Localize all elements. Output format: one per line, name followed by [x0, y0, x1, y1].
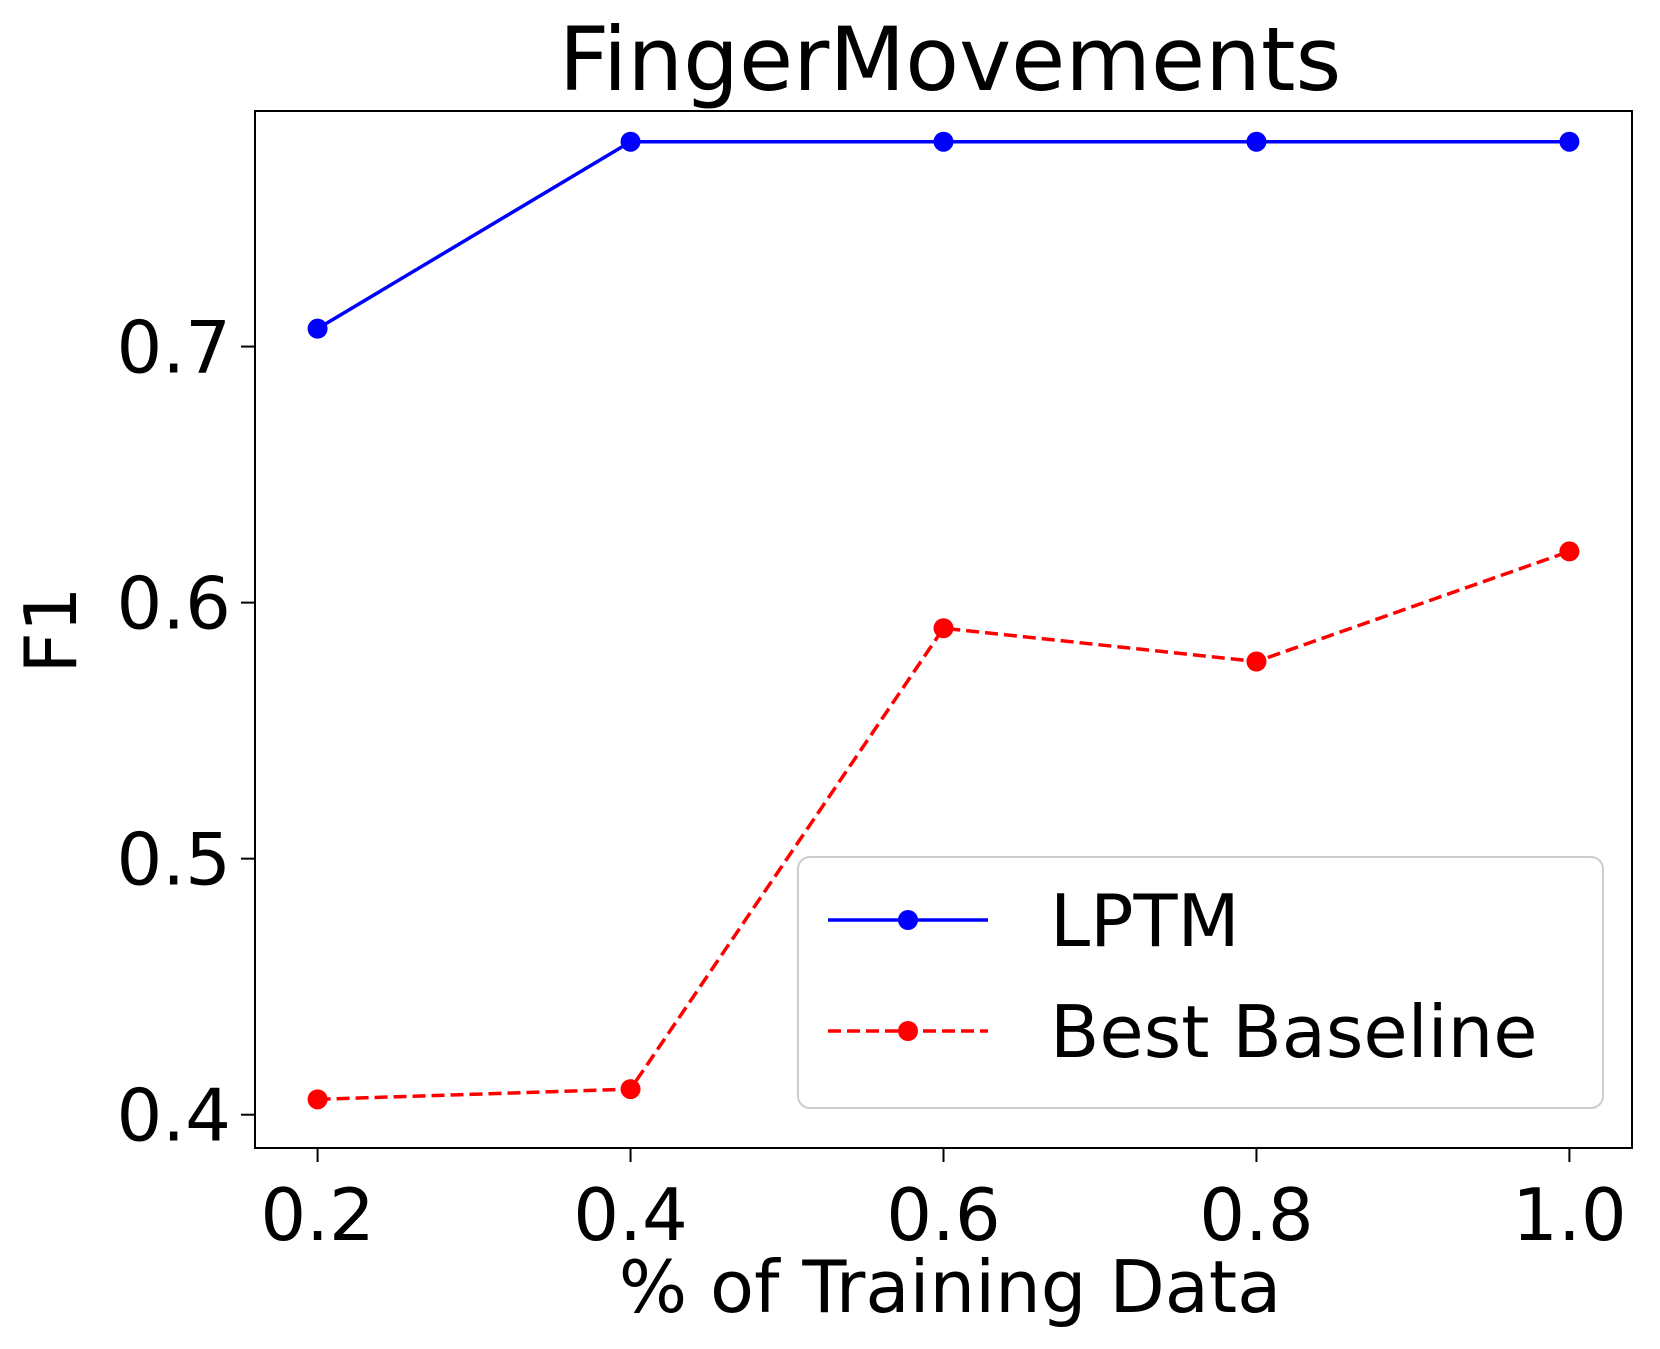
y-axis-label: F1 — [9, 586, 93, 673]
data-point — [1246, 131, 1267, 152]
series-0 — [307, 131, 1580, 339]
x-tick-label: 0.6 — [886, 1173, 1001, 1257]
x-tick-label: 1.0 — [1512, 1173, 1627, 1257]
data-point — [1559, 541, 1580, 562]
series-layer — [307, 131, 1580, 1110]
legend-label: Best Baseline — [1050, 990, 1538, 1074]
x-tick-label: 0.2 — [260, 1173, 375, 1257]
data-point — [620, 1079, 641, 1100]
data-point — [620, 131, 641, 152]
y-tick-label: 0.6 — [116, 562, 231, 646]
series-1 — [307, 541, 1580, 1110]
data-point — [933, 618, 954, 639]
data-point — [307, 1089, 328, 1110]
y-tick-label: 0.4 — [116, 1074, 231, 1158]
data-point — [1246, 651, 1267, 672]
y-axis-ticks: 0.4 0.5 0.6 0.7 — [116, 306, 255, 1158]
legend-box — [797, 856, 1604, 1109]
data-point — [307, 318, 328, 339]
x-tick-label: 0.4 — [573, 1173, 688, 1257]
plot-area-frame — [254, 110, 1633, 1149]
legend-label: LPTM — [1050, 879, 1240, 963]
data-point — [1559, 131, 1580, 152]
legend: LPTM Best Baseline — [797, 856, 1604, 1109]
y-tick-label: 0.5 — [116, 818, 231, 902]
series-line — [317, 549, 1570, 1102]
y-tick-label: 0.7 — [116, 306, 231, 390]
data-point — [933, 131, 954, 152]
x-axis-ticks: 0.2 0.4 0.6 0.8 1.0 — [260, 1148, 1627, 1257]
x-tick-label: 0.8 — [1199, 1173, 1314, 1257]
legend-marker — [898, 1021, 918, 1041]
chart-title: FingerMovements — [559, 8, 1342, 111]
legend-marker — [898, 910, 918, 930]
x-axis-label: % of Training Data — [619, 1245, 1281, 1329]
